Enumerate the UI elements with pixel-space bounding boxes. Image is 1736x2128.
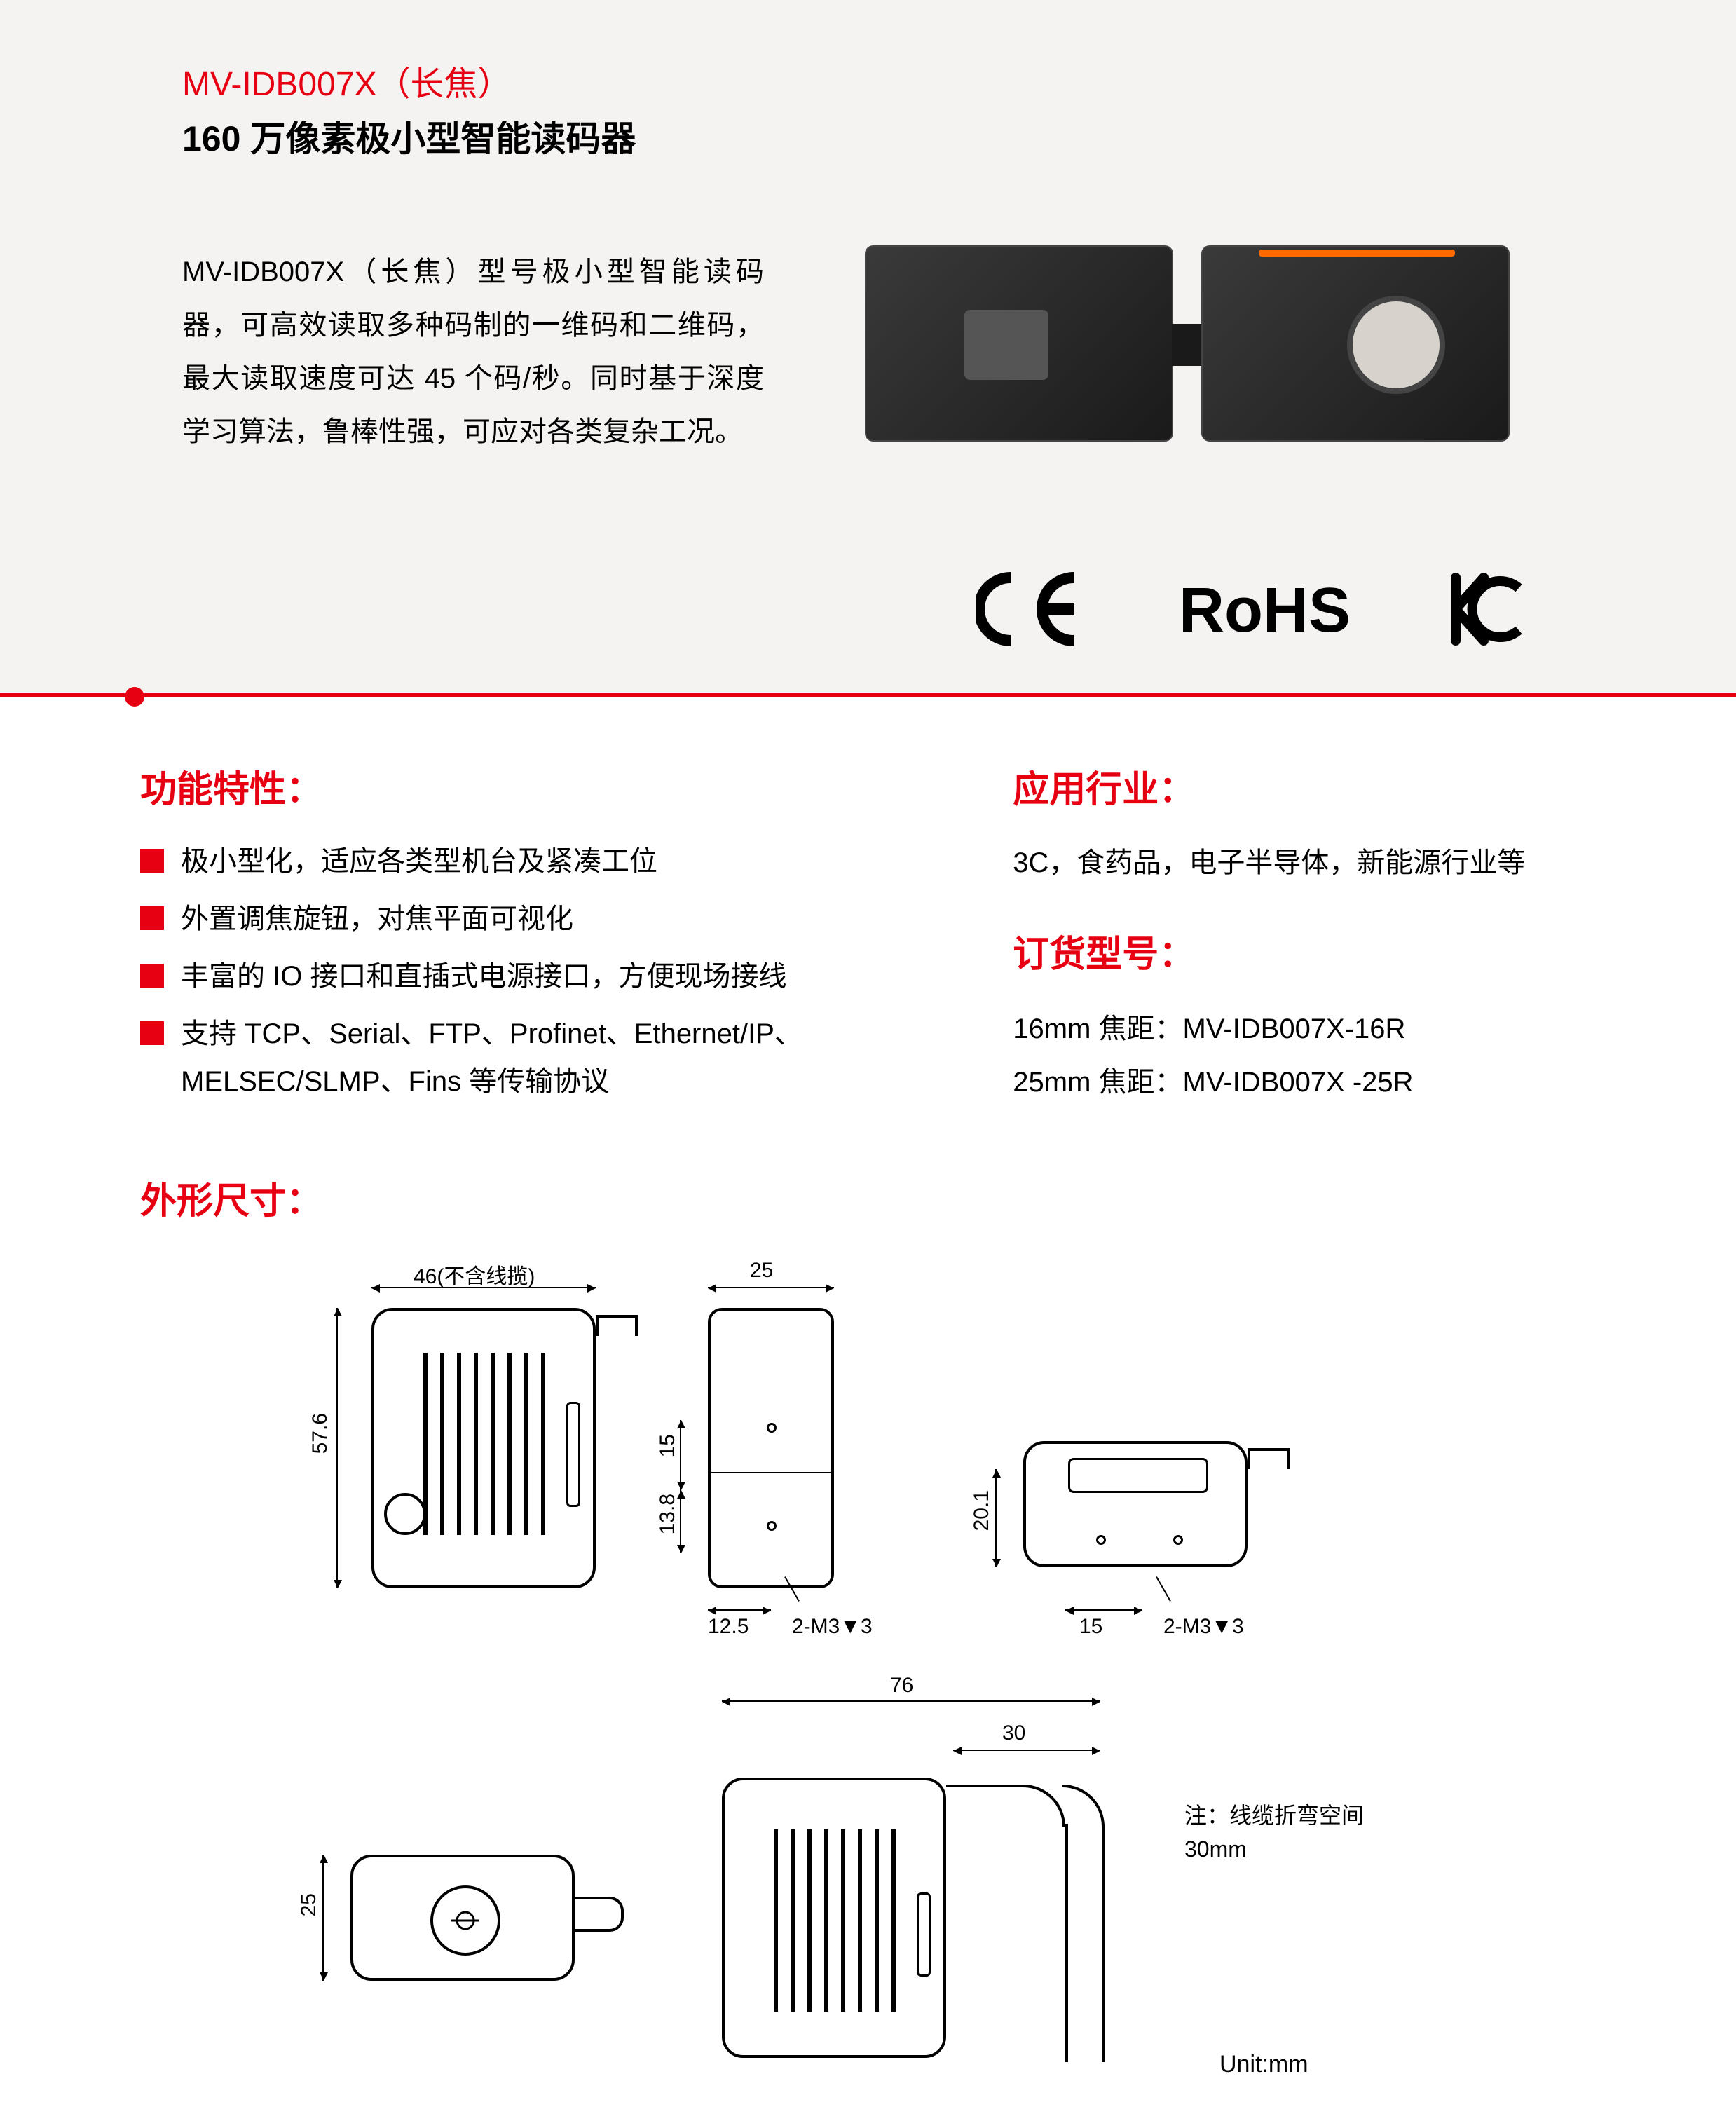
dim-label: 46(不含线揽) (414, 1259, 535, 1290)
feature-item: 极小型化，适应各类型机台及紧凑工位 (140, 838, 929, 885)
dim-label: 20.1 (970, 1490, 994, 1531)
note-line: 注：线缆折弯空间 (1184, 1799, 1364, 1832)
feature-text: 支持 TCP、Serial、FTP、Profinet、Ethernet/IP、M… (181, 1010, 929, 1105)
dim-label: 57.6 (308, 1413, 332, 1454)
dim-label: 2-M3▼3 (1163, 1615, 1244, 1639)
product-description: MV-IDB007X（长焦）型号极小型智能读码器，可高效读取多种码制的一维码和二… (182, 245, 764, 458)
dim-label: 25 (750, 1259, 773, 1283)
dim-label: 15 (1079, 1615, 1102, 1639)
bullet-icon (140, 906, 164, 930)
feature-text: 丰富的 IO 接口和直插式电源接口，方便现场接线 (181, 953, 786, 1000)
ordering-line: 16mm 焦距：MV-IDB007X-16R (1013, 1002, 1596, 1056)
dimension-drawing: 46(不含线揽) 57.6 25 15 13.8 12.5 2- (224, 1259, 1626, 2086)
dim-label: 13.8 (656, 1494, 680, 1534)
header-section: MV-IDB007X（长焦） 160 万像素极小型智能读码器 MV-IDB007… (0, 0, 1736, 693)
dim-label: 76 (890, 1674, 913, 1698)
features-list: 极小型化，适应各类型机台及紧凑工位 外置调焦旋钮，对焦平面可视化 丰富的 IO … (140, 838, 929, 1105)
application-heading: 应用行业： (1013, 760, 1596, 812)
bullet-icon (140, 964, 164, 988)
dim-label: 30 (1002, 1721, 1025, 1745)
feature-item: 支持 TCP、Serial、FTP、Profinet、Ethernet/IP、M… (140, 1010, 929, 1105)
dim-label: 15 (656, 1434, 680, 1457)
model-code: MV-IDB007X（长焦） (182, 56, 1554, 105)
feature-item: 丰富的 IO 接口和直插式电源接口，方便现场接线 (140, 953, 929, 1000)
product-images (820, 245, 1554, 458)
feature-item: 外置调焦旋钮，对焦平面可视化 (140, 895, 929, 943)
ordering-line: 25mm 焦距：MV-IDB007X -25R (1013, 1056, 1596, 1109)
ordering-heading: 订货型号： (1013, 925, 1596, 977)
product-image-back (1201, 245, 1510, 442)
application-text: 3C，食药品，电子半导体，新能源行业等 (1013, 838, 1596, 888)
features-heading: 功能特性： (140, 760, 929, 812)
feature-text: 外置调焦旋钮，对焦平面可视化 (181, 895, 573, 943)
product-image-front (865, 245, 1173, 442)
details-section: 功能特性： 极小型化，适应各类型机台及紧凑工位 外置调焦旋钮，对焦平面可视化 丰… (0, 693, 1736, 2128)
note-line: 30mm (1184, 1832, 1364, 1866)
dim-label: 12.5 (708, 1615, 749, 1639)
dim-label: 2-M3▼3 (792, 1615, 873, 1639)
dimension-note: 注：线缆折弯空间 30mm (1184, 1799, 1364, 1866)
dim-label: 25 (297, 1893, 321, 1916)
divider-dot-icon (125, 687, 144, 707)
ce-mark-icon (976, 571, 1088, 651)
feature-text: 极小型化，适应各类型机台及紧凑工位 (181, 838, 657, 885)
unit-label: Unit:mm (1219, 2051, 1308, 2078)
bullet-icon (140, 849, 164, 873)
kc-mark-icon (1442, 571, 1526, 651)
rohs-mark: RoHS (1179, 575, 1351, 647)
dimensions-heading: 外形尺寸： (140, 1171, 1596, 1224)
certifications-row: RoHS (182, 571, 1554, 651)
product-title: 160 万像素极小型智能读码器 (182, 111, 1554, 161)
bullet-icon (140, 1021, 164, 1045)
